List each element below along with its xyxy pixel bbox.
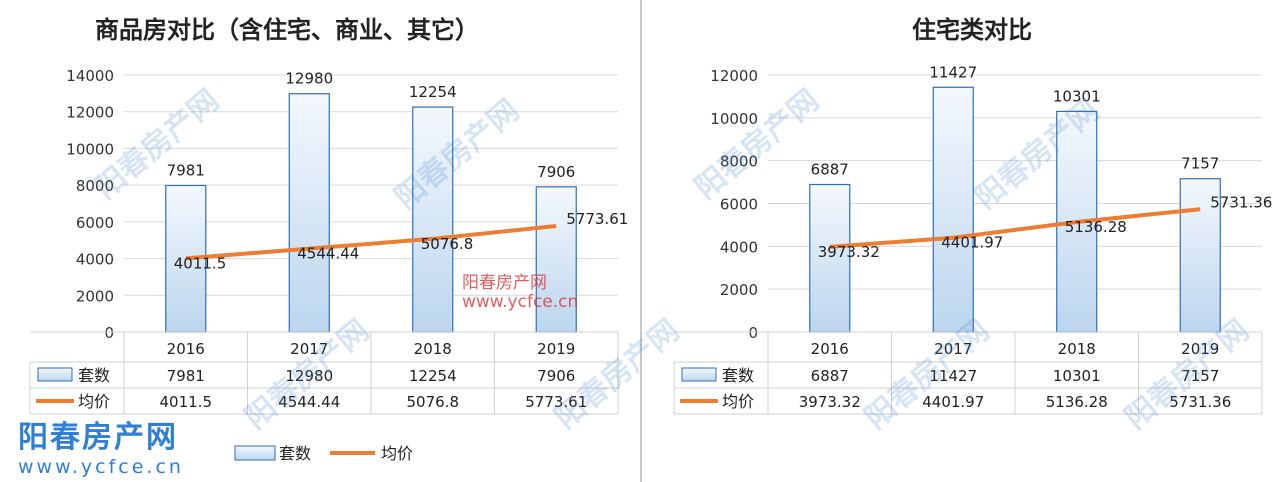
bar-value-label: 7906 [537, 163, 575, 181]
line-value-label: 4011.5 [174, 254, 227, 272]
bar-value-label: 7981 [167, 161, 205, 179]
y-tick-label: 10000 [66, 140, 114, 158]
logo-url: www.ycfce.cn [18, 456, 184, 478]
table-cell-bar: 10301 [1053, 367, 1101, 385]
legend-label: 均价 [381, 444, 413, 463]
y-tick-label: 6000 [720, 196, 758, 214]
logo-brand: 阳春房产网 [18, 420, 178, 455]
line-value-label: 5076.8 [421, 235, 474, 253]
table-cell-line: 3973.32 [799, 393, 861, 411]
table-row-label: 均价 [722, 392, 754, 411]
chart-panel-commercial: 商品房对比（含住宅、商业、其它） 0 2000 4000 6000 8000 10000 1… [0, 0, 632, 482]
bar [412, 106, 454, 333]
y-tick-label: 12000 [66, 104, 114, 122]
bar-value-label: 7157 [1181, 155, 1219, 173]
table-cell-line: 4544.44 [278, 393, 340, 411]
x-category-label: 2018 [414, 340, 452, 358]
table-cell-bar: 6887 [811, 367, 849, 385]
watermark-center-url: www.ycfce.cn [462, 292, 579, 312]
line-series [185, 224, 557, 261]
table-row-label: 套数 [722, 366, 754, 385]
bar-value-label: 11427 [929, 63, 977, 81]
y-tick-label: 10000 [710, 110, 758, 128]
x-category-label: 2019 [537, 340, 575, 358]
table-cell-bar: 7981 [167, 367, 205, 385]
x-category-label: 2018 [1058, 340, 1096, 358]
line-value-label: 5731.36 [1210, 193, 1272, 211]
table-cell-bar: 7157 [1181, 367, 1219, 385]
line-value-label: 3973.32 [818, 243, 880, 261]
y-tick-label: 4000 [76, 251, 114, 269]
bar-value-label: 12254 [409, 83, 457, 101]
y-tick-label: 12000 [710, 67, 758, 85]
table-cell-line: 4401.97 [922, 393, 984, 411]
line-value-label: 4401.97 [941, 234, 1003, 252]
watermark-center-brand: 阳春房产网 [462, 273, 547, 293]
line-value-label: 5773.61 [566, 210, 628, 228]
y-tick-label: 2000 [76, 287, 114, 305]
legend-label: 套数 [279, 444, 311, 463]
legend-key-bar [681, 367, 717, 382]
chart-panel-residential: 住宅类对比 0 2000 4000 6000 8000 10000 12000 6887 114… [640, 0, 1280, 482]
x-category-label: 2017 [290, 340, 328, 358]
x-category-label: 2016 [167, 340, 205, 358]
y-tick-label: 8000 [76, 177, 114, 195]
table-cell-line: 5773.61 [525, 393, 587, 411]
table-cell-line: 5136.28 [1046, 393, 1108, 411]
bar [1179, 178, 1221, 333]
line-value-label: 4544.44 [297, 245, 359, 263]
x-category-label: 2019 [1181, 340, 1219, 358]
x-category-label: 2017 [934, 340, 972, 358]
bar-value-label: 12980 [285, 70, 333, 88]
line-series [829, 207, 1201, 249]
table-row-label: 均价 [78, 392, 110, 411]
bar [288, 93, 330, 333]
y-tick-label: 6000 [76, 214, 114, 232]
chart-title: 商品房对比（含住宅、商业、其它） [95, 15, 479, 44]
table-cell-bar: 12980 [285, 367, 333, 385]
legend-key-bar [37, 367, 73, 382]
chart-svg: 0 2000 4000 6000 8000 10000 12000 14000 7981 1298… [29, 67, 628, 463]
y-tick-label: 0 [748, 324, 758, 342]
table-cell-bar: 11427 [929, 367, 977, 385]
bar-value-label: 10301 [1053, 87, 1101, 105]
legend-key-bar [234, 445, 276, 461]
table-row-label: 套数 [78, 366, 110, 385]
bar-value-label: 6887 [811, 161, 849, 179]
logo: 阳春房产网 www.ycfce.cn [18, 412, 184, 478]
y-tick-label: 8000 [720, 153, 758, 171]
table-cell-bar: 12254 [409, 367, 457, 385]
y-tick-label: 2000 [720, 281, 758, 299]
line-value-label: 5136.28 [1065, 218, 1127, 236]
bar [535, 186, 577, 333]
y-tick-label: 14000 [66, 67, 114, 85]
chart-title: 住宅类对比 [912, 15, 1032, 44]
table-cell-line: 5076.8 [407, 393, 460, 411]
y-tick-label: 4000 [720, 238, 758, 256]
x-category-label: 2016 [811, 340, 849, 358]
table-cell-bar: 7906 [537, 367, 575, 385]
table-cell-line: 5731.36 [1169, 393, 1231, 411]
table-cell-line: 4011.5 [160, 393, 213, 411]
y-tick-label: 0 [104, 324, 114, 342]
bar [932, 86, 974, 333]
chart-svg: 0 2000 4000 6000 8000 10000 12000 6887 11427 1030… [673, 63, 1272, 415]
